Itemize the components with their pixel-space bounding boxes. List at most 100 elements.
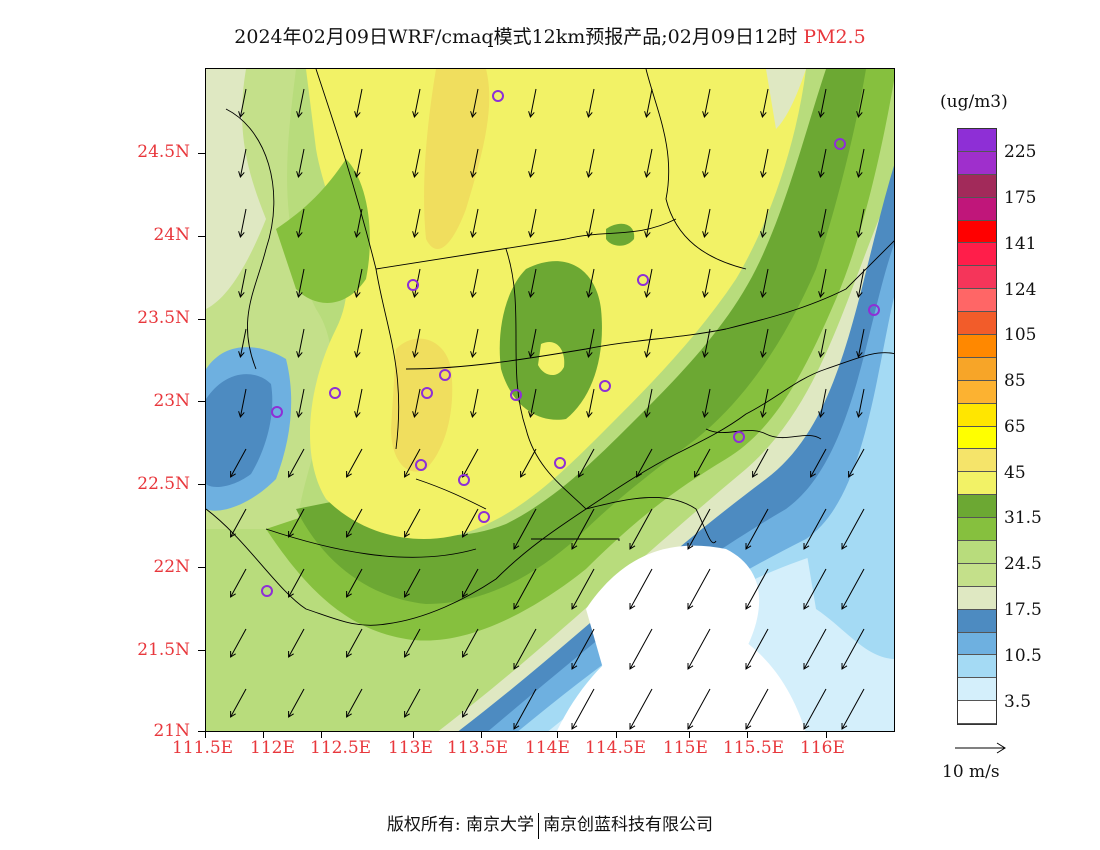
wind-vector: [230, 628, 247, 658]
footer-left: 版权所有: 南京大学: [386, 815, 535, 835]
lon-label-112.5: 112.5E: [310, 738, 372, 758]
wind-vector: [645, 148, 653, 178]
color-legend: [957, 128, 997, 726]
wind-vector-head: [230, 530, 236, 538]
wind-vector: [841, 568, 865, 610]
admin-border: [225, 108, 275, 370]
lat-tick: [198, 567, 206, 568]
wind-vector-head: [818, 171, 825, 179]
wind-vector-head: [586, 171, 593, 179]
wind-vector-head: [412, 111, 419, 119]
wind-vector-head: [702, 291, 709, 299]
wind-vector: [703, 328, 711, 358]
wind-vector: [404, 688, 421, 718]
wind-vector: [803, 628, 827, 670]
wind-vector: [629, 688, 653, 730]
wind-vector: [462, 568, 479, 598]
wind-vector: [513, 508, 537, 550]
station-marker: [271, 406, 283, 418]
legend-label-65: 65: [1004, 417, 1026, 437]
legend-swatch: [958, 197, 996, 221]
wind-vector: [529, 268, 537, 298]
wind-vector: [848, 448, 865, 478]
wind-vector: [687, 508, 711, 550]
wind-vector: [857, 148, 865, 178]
lon-label-114.5: 114.5E: [585, 738, 647, 758]
wind-vector-head: [354, 171, 361, 179]
wind-vector: [819, 208, 827, 238]
admin-border: [531, 538, 620, 541]
wind-vector-head: [470, 291, 477, 299]
wind-vector-head: [412, 171, 419, 179]
wind-vector: [636, 448, 653, 478]
wind-vector-head: [848, 470, 854, 478]
wind-vector: [239, 88, 247, 118]
station-marker: [492, 90, 504, 102]
wind-vector-head: [528, 291, 535, 299]
wind-vector: [462, 688, 479, 718]
wind-vector-head: [803, 662, 810, 670]
wind-vector-head: [644, 411, 651, 419]
wind-vector-head: [412, 411, 419, 419]
wind-vector: [413, 148, 421, 178]
wind-vector-head: [745, 542, 752, 550]
lat-label-24.5: 24.5N: [137, 142, 190, 162]
station-marker: [439, 369, 451, 381]
lat-label-22: 22N: [153, 557, 190, 577]
wind-vector: [857, 268, 865, 298]
wind-vector-head: [702, 411, 709, 419]
lat-label-23.5: 23.5N: [137, 308, 190, 328]
wind-vector: [687, 568, 711, 610]
wind-vector: [355, 328, 363, 358]
wind-vector-head: [571, 602, 578, 610]
wind-vector: [529, 148, 537, 178]
wind-vector-head: [230, 710, 236, 718]
wind-vector: [841, 688, 865, 730]
wind-vector-head: [702, 231, 709, 239]
legend-swatch: [958, 609, 996, 633]
station-marker: [415, 459, 427, 471]
wind-vector: [404, 448, 421, 478]
wind-vector: [346, 448, 363, 478]
wind-vector: [297, 328, 305, 358]
wind-vector-head: [841, 722, 848, 730]
wind-vector-head: [354, 111, 361, 119]
wind-vector: [819, 148, 827, 178]
station-marker: [407, 279, 419, 291]
wind-vector: [761, 88, 769, 118]
station-marker: [868, 304, 880, 316]
wind-vector-head: [818, 231, 825, 239]
station-marker: [458, 474, 470, 486]
wind-vector: [471, 388, 479, 418]
wind-vector: [587, 148, 595, 178]
station-marker: [733, 431, 745, 443]
wind-vector: [803, 568, 827, 610]
wind-vector-head: [412, 351, 419, 359]
wind-vector: [857, 328, 865, 358]
wind-vector-head: [230, 650, 236, 658]
wind-vector-head: [412, 291, 419, 299]
wind-vector: [355, 268, 363, 298]
legend-swatch: [958, 518, 996, 542]
wind-vector: [571, 568, 595, 610]
station-marker: [599, 380, 611, 392]
lat-label-21.5: 21.5N: [137, 640, 190, 660]
wind-vector-head: [346, 470, 352, 478]
wind-vector-head: [760, 171, 767, 179]
lon-label-115: 115E: [663, 738, 708, 758]
legend-swatch: [958, 449, 996, 473]
wind-vector-head: [694, 470, 700, 478]
wind-vector: [703, 268, 711, 298]
wind-vector-head: [856, 171, 863, 179]
lat-label-23: 23N: [153, 391, 190, 411]
wind-vector: [529, 388, 537, 418]
wind-vector-head: [818, 291, 825, 299]
wind-vector-head: [462, 590, 468, 598]
legend-label-105: 105: [1004, 325, 1037, 345]
wind-vector-head: [586, 411, 593, 419]
wind-vector-head: [296, 231, 303, 239]
wind-vector-head: [470, 411, 477, 419]
wind-vector: [239, 208, 247, 238]
wind-vector: [529, 88, 537, 118]
wind-vector: [571, 508, 595, 550]
